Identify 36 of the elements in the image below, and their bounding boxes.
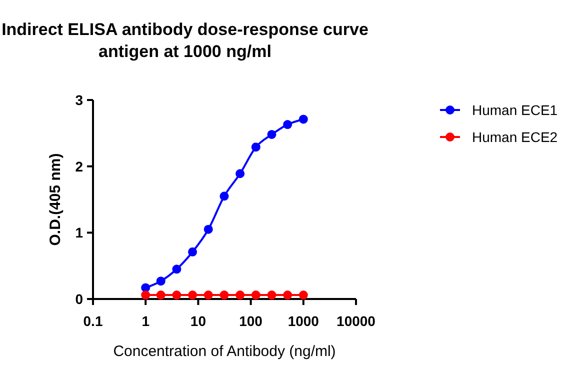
point [172,290,182,300]
point [267,290,276,300]
point [283,290,292,300]
point [156,290,166,300]
point [283,120,292,130]
point [188,290,198,300]
point [298,290,308,300]
y-tick-label: 3 [75,92,84,108]
point [156,276,166,286]
point [267,130,276,139]
point [204,224,213,234]
point [188,247,198,256]
y-tick-label: 1 [75,224,84,241]
chart-title: Indirect ELISA antibody dose-response curve antigen at 1000 ng/ml [2,20,368,61]
y-tick-label: 2 [75,158,84,174]
point [204,290,213,300]
x-tick-label: 10000 [336,313,376,329]
x-axis-title: Concentration of Antibody (ng/ml) [113,343,336,360]
x-tick-label: 1 [142,313,150,329]
point [236,169,245,178]
point [141,290,150,300]
point [251,142,260,152]
point [298,114,308,124]
legend-label: Human ECE2 [472,129,558,145]
y-tick-label: 0 [75,291,84,307]
point [236,290,245,300]
point [220,290,229,300]
legend-label: Human ECE1 [472,102,558,118]
x-tick-label: 1000 [288,313,320,329]
point [172,264,182,274]
point [251,290,260,300]
x-tick-label: 0.1 [83,313,103,329]
x-tick-label: 100 [239,313,263,329]
point [220,192,229,201]
y-axis-title: O.D.(405 nm) [47,153,64,246]
x-tick-label: 10 [190,313,206,329]
